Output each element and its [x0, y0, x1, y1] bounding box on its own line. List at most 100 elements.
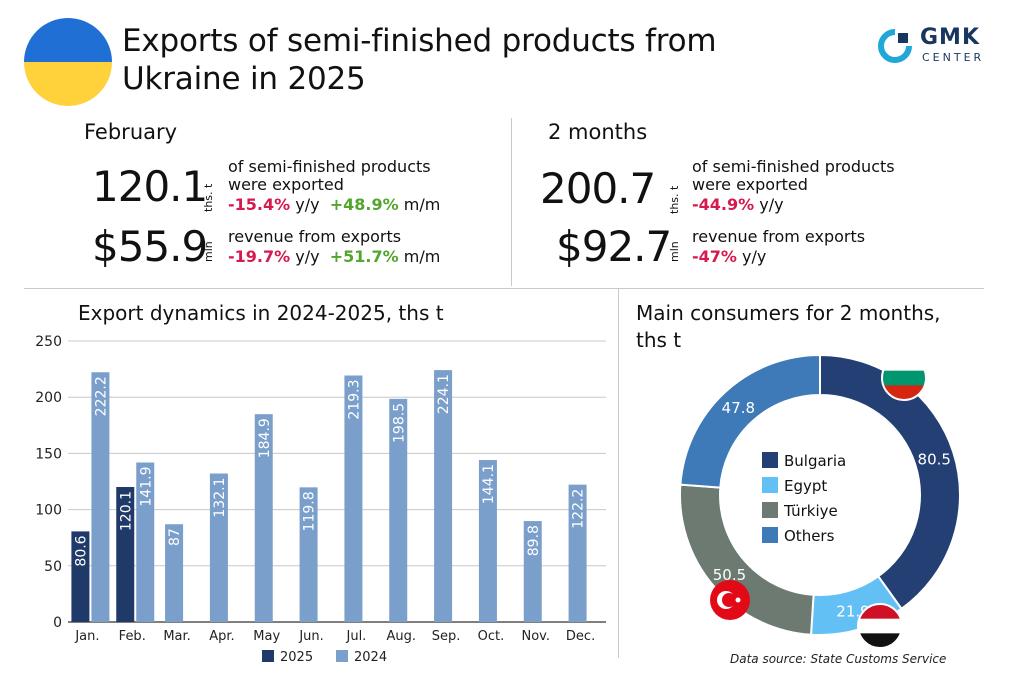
- x-tick-label: Apr.: [209, 629, 234, 644]
- february-revenue-unit: mln: [202, 241, 215, 262]
- bar-label-2024: 119.8: [302, 491, 318, 531]
- legend-label-others: Others: [784, 527, 835, 545]
- legend-swatch-bulgaria: [762, 452, 778, 468]
- bar-label-2025: 80.6: [73, 535, 89, 566]
- x-tick-label: Jul.: [346, 629, 367, 644]
- bar-label-2024: 132.1: [212, 478, 228, 518]
- bar-2024-Nov: [523, 521, 542, 622]
- legend-label-2024: 2024: [354, 650, 387, 665]
- page-title: Exports of semi-finished products from U…: [122, 22, 782, 98]
- x-tick-label: Jun.: [298, 629, 323, 644]
- two-months-revenue-unit: mln: [668, 241, 681, 262]
- title-line-1: Exports of semi-finished products from: [122, 23, 717, 59]
- bar-label-2024: 198.5: [391, 403, 407, 443]
- bar-2024-Sep: [434, 370, 453, 622]
- bar-2025-Jan: [71, 531, 90, 622]
- two-months-revenue-desc: revenue from exports -47% y/y: [692, 227, 866, 266]
- bar-2024-Jan: [91, 372, 110, 622]
- two-months-revenue: $92.7: [556, 222, 672, 271]
- two-months-volume-desc: of semi-finished products were exported …: [692, 157, 895, 214]
- bar-2024-Aug: [389, 398, 408, 622]
- two-months-title: 2 months: [548, 120, 648, 144]
- x-tick-label: Feb.: [119, 629, 146, 644]
- february-volume-unit: ths. t: [202, 183, 215, 212]
- bar-label-2025: 120.1: [118, 491, 134, 531]
- section-divider: [24, 288, 984, 289]
- bulgaria-flag-icon: [881, 355, 927, 401]
- bar-label-2024: 144.1: [481, 464, 497, 504]
- february-volume-mm: +48.9%: [329, 195, 399, 214]
- bar-2024-Oct: [478, 460, 497, 622]
- legend-label-2025: 2025: [280, 650, 313, 665]
- x-tick-label: May: [253, 629, 280, 644]
- donut-slice-others: [679, 353, 821, 489]
- legend-swatch-2025: [262, 650, 274, 662]
- x-tick-label: Jan.: [74, 629, 99, 644]
- panel-divider: [511, 118, 512, 286]
- two-months-volume-yy: -44.9%: [692, 195, 755, 214]
- bar-2024-Feb: [136, 462, 155, 622]
- legend-label-egypt: Egypt: [784, 477, 827, 495]
- two-months-volume: 200.7: [540, 164, 656, 213]
- x-tick-label: Dec.: [566, 629, 595, 644]
- bar-2024-Jul: [344, 375, 363, 622]
- x-tick-label: Mar.: [163, 629, 190, 644]
- bar-label-2024: 87: [167, 528, 183, 546]
- donut-value-label: 47.8: [722, 399, 755, 417]
- donut-chart-title: Main consumers for 2 months, ths t: [636, 301, 941, 352]
- y-tick-label: 150: [35, 446, 62, 462]
- logo-mark-icon: [878, 29, 912, 63]
- bar-2025-Feb: [116, 487, 135, 622]
- legend-swatch-2024: [336, 650, 348, 662]
- turkiye-flag-icon: [710, 580, 750, 620]
- title-line-2: Ukraine in 2025: [122, 61, 366, 97]
- legend-label-bulgaria: Bulgaria: [784, 452, 846, 470]
- legend-swatch-others: [762, 527, 778, 543]
- bar-2024-Apr: [209, 473, 228, 622]
- two-months-volume-unit: ths. t: [668, 185, 681, 214]
- y-tick-label: 200: [35, 390, 62, 406]
- february-volume: 120.1: [92, 162, 208, 211]
- bar-label-2024: 122.2: [571, 489, 587, 529]
- logo-subtext: CENTER: [922, 51, 985, 64]
- bar-label-2024: 141.9: [138, 467, 154, 507]
- legend-swatch-egypt: [762, 477, 778, 493]
- february-revenue: $55.9: [92, 222, 208, 271]
- ukraine-flag-icon: [24, 18, 112, 106]
- donut-value-label: 50.5: [713, 566, 746, 584]
- bar-label-2024: 222.2: [93, 376, 109, 416]
- donut-value-label: 80.5: [918, 450, 951, 468]
- y-tick-label: 0: [53, 615, 62, 631]
- egypt-flag-icon: [857, 603, 903, 649]
- data-source: Data source: State Customs Service: [730, 652, 947, 666]
- x-tick-label: Sep.: [432, 629, 461, 644]
- bar-2024-May: [254, 414, 273, 622]
- y-tick-label: 100: [35, 503, 62, 519]
- legend-label-türkiye: Türkiye: [783, 502, 838, 520]
- bar-chart-title: Export dynamics in 2024-2025, ths t: [78, 301, 444, 325]
- y-tick-label: 250: [35, 334, 62, 350]
- bar-label-2024: 184.9: [257, 418, 273, 458]
- x-tick-label: Oct.: [478, 629, 505, 644]
- february-revenue-desc: revenue from exports -19.7% y/y +51.7% m…: [228, 227, 441, 266]
- chart-divider: [618, 288, 619, 658]
- february-revenue-mm: +51.7%: [329, 247, 399, 266]
- y-tick-label: 50: [44, 559, 62, 575]
- bar-label-2024: 224.1: [436, 374, 452, 414]
- february-title: February: [84, 120, 178, 144]
- february-revenue-yy: -19.7%: [228, 247, 291, 266]
- x-tick-label: Aug.: [386, 629, 416, 644]
- two-months-revenue-yy: -47%: [692, 247, 737, 266]
- february-volume-yy: -15.4%: [228, 195, 291, 214]
- bar-label-2024: 89.8: [526, 525, 542, 556]
- donut-chart: 80.521.950.547.8BulgariaEgyptTürkiyeOthe…: [679, 353, 961, 649]
- bar-2024-Jun: [299, 487, 318, 622]
- x-tick-label: Nov.: [522, 629, 551, 644]
- bar-2024-Dec: [568, 484, 587, 622]
- legend-swatch-türkiye: [762, 502, 778, 518]
- logo-text: GMK: [920, 25, 980, 50]
- bar-2024-Mar: [165, 524, 184, 622]
- gmk-center-logo: GMK CENTER: [878, 25, 1000, 67]
